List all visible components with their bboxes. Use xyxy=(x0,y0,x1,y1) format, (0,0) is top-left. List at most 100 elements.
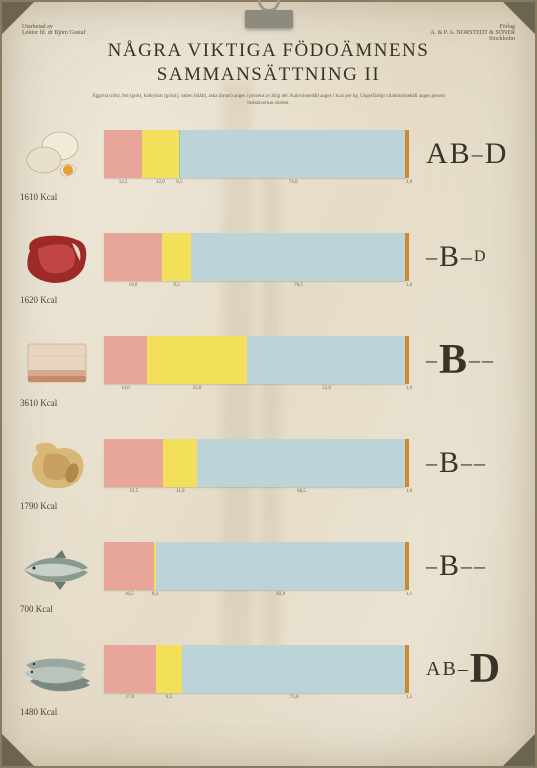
vitamin-letter: B xyxy=(442,658,457,681)
segment-labels: 19,09,570,51,0 xyxy=(104,283,406,293)
segment-water xyxy=(182,645,406,693)
eggs-icon xyxy=(18,126,96,188)
segment-water xyxy=(191,233,406,281)
segment-ash xyxy=(405,130,409,178)
segment-ash xyxy=(405,233,409,281)
segment-fat xyxy=(162,233,191,281)
segment-water xyxy=(247,336,406,384)
segment-label: 16,5 xyxy=(125,592,134,597)
segment-label: 52,0 xyxy=(322,386,331,391)
segment-label: 70,5 xyxy=(294,283,303,288)
segment-protein xyxy=(104,130,142,178)
segment-protein xyxy=(104,645,156,693)
segment-label: 1,0 xyxy=(406,386,412,391)
food-row-herring: 1480 Kcal17,08,573,01,5A B–D xyxy=(2,635,535,738)
segment-label: 8,5 xyxy=(166,695,172,700)
vitamin-letter: – xyxy=(482,347,495,373)
segment-label: 82,0 xyxy=(276,592,285,597)
vitamin-letter: – xyxy=(426,347,439,373)
segment-fat xyxy=(147,336,248,384)
beef-icon xyxy=(18,229,96,291)
segment-water xyxy=(197,439,406,487)
kcal-label: 1480 Kcal xyxy=(20,707,57,717)
segment-protein xyxy=(104,439,163,487)
segment-labels: 19,511,068,51,0 xyxy=(104,489,406,499)
vitamin-letters: –B–– xyxy=(426,332,526,388)
title-line2: SAMMANSÄTTNING II xyxy=(2,64,535,86)
vitamin-letter: D xyxy=(474,248,488,266)
cod-icon xyxy=(18,538,96,600)
segment-labels: 16,50,482,01,1 xyxy=(104,592,406,602)
food-row-pork-bacon: 3610 Kcal14,033,052,01,0–B–– xyxy=(2,326,535,429)
segment-label: 11,0 xyxy=(176,489,185,494)
vitamin-letter: B xyxy=(439,240,461,274)
vitamin-letter: – xyxy=(461,450,474,476)
segment-labels: 12,512,00,574,01,0 xyxy=(104,180,406,190)
poster-title: NÅGRA VIKTIGA FÖDOÄMNENS SAMMANSÄTTNING … xyxy=(2,40,535,86)
composition-bar xyxy=(104,336,406,384)
food-row-beef: 1620 Kcal19,09,570,51,0– B–D xyxy=(2,223,535,326)
segment-label: 68,5 xyxy=(297,489,306,494)
vitamin-letter: D xyxy=(485,137,509,171)
segment-label: 1,0 xyxy=(406,283,412,288)
segment-label: 1,0 xyxy=(406,489,412,494)
segment-label: 19,5 xyxy=(129,489,138,494)
herring-icon xyxy=(18,641,96,703)
vitamin-letter: A xyxy=(426,658,442,681)
vitamin-letter: – xyxy=(458,658,470,681)
poster-frame: Utarbetad av Lektor fil. dr Björn Gustaf… xyxy=(0,0,537,768)
segment-protein xyxy=(104,233,162,281)
segment-fat xyxy=(142,130,179,178)
segment-ash xyxy=(405,336,409,384)
vitamin-letter: – xyxy=(461,553,474,579)
poster-subtitle: Äggvita (rött), fett (gult), kolhydrat (… xyxy=(82,94,455,107)
food-row-chicken: 1790 Kcal19,511,068,51,0– B–– xyxy=(2,429,535,532)
vitamin-letter: A xyxy=(426,137,450,171)
segment-label: 33,0 xyxy=(193,386,202,391)
vitamin-letter: – xyxy=(426,553,439,579)
vitamin-letter: – xyxy=(474,450,487,476)
vitamin-letter: B xyxy=(439,549,461,583)
segment-label: 74,0 xyxy=(289,180,298,185)
kcal-label: 1610 Kcal xyxy=(20,192,57,202)
segment-ash xyxy=(405,542,409,590)
vitamin-letter: – xyxy=(472,141,485,167)
segment-protein xyxy=(104,542,154,590)
segment-water xyxy=(180,130,406,178)
segment-labels: 14,033,052,01,0 xyxy=(104,386,406,396)
segment-label: 12,0 xyxy=(156,180,165,185)
composition-bar xyxy=(104,542,406,590)
composition-bar xyxy=(104,233,406,281)
title-line1: NÅGRA VIKTIGA FÖDOÄMNENS xyxy=(2,40,535,62)
chicken-icon xyxy=(18,435,96,497)
vitamin-letter: – xyxy=(461,244,474,270)
vitamin-letters: A B–D xyxy=(426,641,526,697)
segment-label: 12,5 xyxy=(119,180,128,185)
segment-protein xyxy=(104,336,147,384)
kcal-label: 1790 Kcal xyxy=(20,501,57,511)
vitamin-letter: – xyxy=(469,347,482,373)
segment-ash xyxy=(405,645,409,693)
segment-label: 73,0 xyxy=(290,695,299,700)
segment-ash xyxy=(405,439,409,487)
vitamin-letter: – xyxy=(426,244,439,270)
food-row-cod: 700 Kcal16,50,482,01,1– B–– xyxy=(2,532,535,635)
vitamin-letters: – B–D xyxy=(426,229,526,285)
vitamin-letter: – xyxy=(426,450,439,476)
pork-bacon-icon xyxy=(18,332,96,394)
segment-labels: 17,08,573,01,5 xyxy=(104,695,406,705)
vitamin-letters: – B–– xyxy=(426,538,526,594)
kcal-label: 700 Kcal xyxy=(20,604,53,614)
segment-label: 1,0 xyxy=(406,180,412,185)
segment-label: 0,4 xyxy=(152,592,158,597)
vitamin-letter: B xyxy=(450,137,472,171)
vitamin-letter: – xyxy=(474,553,487,579)
segment-label: 14,0 xyxy=(121,386,130,391)
vitamin-letter: D xyxy=(470,645,502,693)
composition-bar xyxy=(104,439,406,487)
food-rows: 1610 Kcal12,512,00,574,01,0A B–D 1620 Kc… xyxy=(2,120,535,738)
vitamin-letter: B xyxy=(439,446,461,480)
composition-bar xyxy=(104,645,406,693)
food-row-eggs: 1610 Kcal12,512,00,574,01,0A B–D xyxy=(2,120,535,223)
segment-label: 9,5 xyxy=(173,283,179,288)
